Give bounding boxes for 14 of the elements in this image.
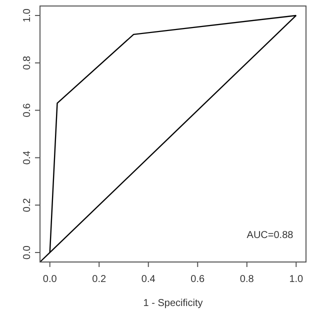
x-tick-label: 1.0 <box>289 274 304 285</box>
annotation: AUC=0.88 <box>246 230 294 241</box>
y-tick-label: 0.6 <box>22 102 33 118</box>
x-tick-label: 0.6 <box>190 274 206 285</box>
y-tick-label: 1.0 <box>22 8 33 22</box>
x-tick-label: 0.2 <box>92 274 106 285</box>
x-tick-label: 0.4 <box>141 274 156 285</box>
y-tick-label: 0.8 <box>22 56 33 70</box>
x-axis-title: 1 - Specificity <box>143 298 203 309</box>
y-tick-label: 0.2 <box>22 198 33 212</box>
y-tick-label: 0.4 <box>22 150 33 165</box>
x-tick-label: 0.8 <box>240 274 254 285</box>
y-tick-label: 0.0 <box>22 245 33 260</box>
x-tick-label: 0.0 <box>42 274 58 285</box>
